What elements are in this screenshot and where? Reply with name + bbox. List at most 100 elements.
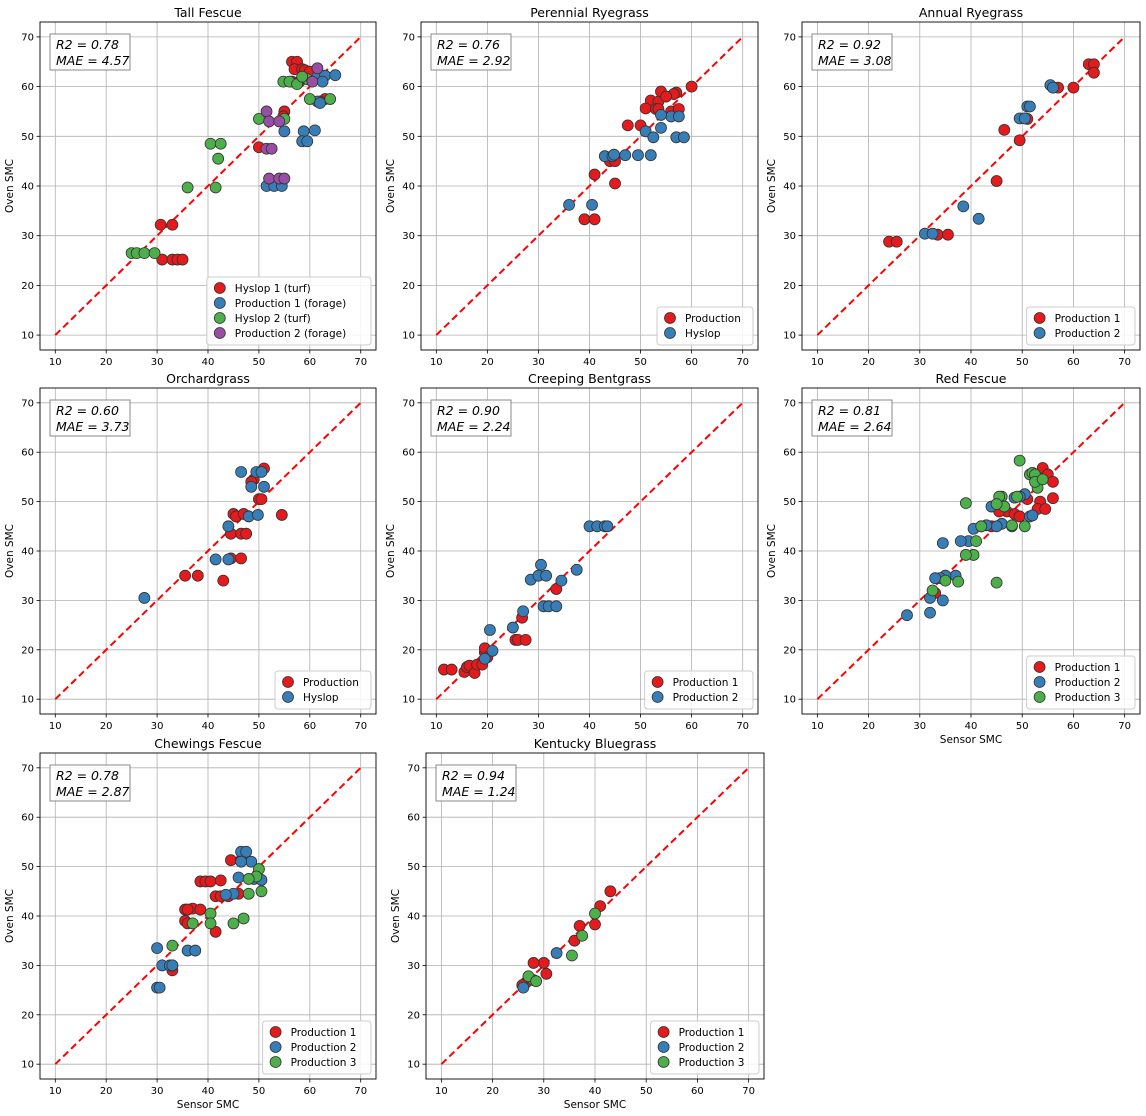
series-production-2-forage-: [260, 62, 324, 185]
legend-marker: [282, 691, 294, 703]
x-tick-label: 70: [1118, 721, 1131, 732]
data-point: [235, 466, 247, 478]
legend-frame: [644, 670, 754, 710]
r2-label: R2 = 0.90: [437, 403, 500, 418]
data-point: [237, 912, 250, 925]
legend-marker: [1033, 691, 1046, 703]
data-point: [672, 110, 685, 123]
subplot-title: Tall Fescue: [173, 5, 242, 20]
data-point: [151, 942, 163, 955]
axes-frame: [801, 21, 1141, 351]
y-tick-label: 10: [407, 1060, 420, 1071]
axes-frame: [39, 21, 377, 351]
axes-frame: [420, 21, 759, 351]
y-tick-label: 20: [21, 281, 34, 292]
data-point: [890, 235, 903, 248]
x-tick-label: 60: [1067, 357, 1080, 368]
y-tick-label: 60: [407, 813, 420, 824]
data-point: [1018, 520, 1031, 533]
subplot-tall-fescue: 10 20 30 40 50 60 70 10 20 30 40 50 60 70 Tall Fescue O…: [4, 5, 377, 368]
x-tick-label: 20: [481, 357, 494, 368]
data-point: [306, 75, 319, 88]
y-axis-label: Oven SMC: [766, 524, 778, 578]
x-tick-label: 70: [736, 357, 749, 368]
axes-frame: [420, 387, 759, 715]
x-tick-label: 50: [1016, 721, 1029, 732]
x-tick-label: 10: [49, 1086, 62, 1097]
y-tick-label: 40: [21, 912, 34, 923]
x-tick-label: 10: [49, 721, 62, 732]
mae-label: MAE = 3.73: [56, 419, 130, 434]
x-tick-label: 60: [303, 721, 316, 732]
legend-marker: [1033, 676, 1046, 688]
legend-marker: [1033, 661, 1046, 673]
data-point: [311, 62, 324, 75]
y-tick-label: 70: [783, 398, 796, 409]
y-tick-label: 20: [407, 1010, 420, 1021]
data-point: [191, 569, 204, 582]
y-tick-label: 30: [402, 231, 415, 242]
y-tick-label: 20: [402, 645, 415, 656]
legend-label: Production 2 (forage): [235, 328, 346, 340]
y-tick-label: 50: [783, 132, 796, 143]
data-point: [644, 149, 657, 162]
series-production-1-forage-: [260, 69, 342, 192]
x-tick-label: 30: [537, 1086, 550, 1097]
data-point: [222, 553, 235, 566]
data-point: [959, 549, 972, 561]
subplot-title: Annual Ryegrass: [919, 5, 1023, 20]
legend-frame: [650, 1020, 760, 1075]
data-point: [601, 520, 614, 533]
data-point: [563, 198, 575, 211]
data-point: [260, 105, 273, 118]
data-point: [212, 152, 225, 165]
x-tick-label: 70: [736, 721, 749, 732]
legend: Production Hyslop: [656, 306, 754, 346]
x-tick-label: 20: [862, 721, 875, 732]
y-axis-label: Oven SMC: [4, 889, 16, 943]
legend-label: Production 1: [679, 1027, 745, 1039]
data-point: [445, 663, 458, 676]
data-point: [573, 919, 586, 932]
subplot-title: Kentucky Bluegrass: [534, 736, 656, 751]
data-point: [209, 181, 222, 194]
data-point: [527, 957, 540, 969]
x-tick-label: 10: [811, 721, 824, 732]
data-point: [537, 957, 550, 969]
y-tick-label: 20: [402, 281, 415, 292]
data-point: [519, 634, 532, 646]
x-tick-label: 40: [965, 357, 978, 368]
y-tick-label: 10: [21, 331, 34, 342]
y-tick-label: 50: [402, 132, 415, 143]
data-point: [227, 917, 240, 930]
legend: Production 1 Production 2 Production 3: [650, 1020, 760, 1075]
data-point: [540, 967, 553, 980]
data-point: [255, 493, 268, 506]
subplot-title: Orchardgrass: [166, 371, 250, 386]
legend-marker: [664, 312, 676, 324]
y-tick-label: 70: [402, 32, 415, 43]
data-point: [235, 552, 247, 565]
data-point: [194, 903, 207, 916]
legend-marker: [269, 1041, 282, 1053]
subplot-chewings-fescue: 10 20 30 40 50 60 70 10 20 30 40 50 60 70 Chewings Fes…: [4, 736, 377, 1111]
legend-label: Production 2: [679, 1042, 745, 1054]
data-point: [153, 981, 166, 994]
data-point: [265, 142, 278, 155]
legend-frame: [1026, 306, 1136, 346]
x-tick-label: 20: [481, 721, 494, 732]
data-point: [1047, 475, 1059, 488]
x-axis-label: Sensor SMC: [177, 1099, 239, 1111]
mae-label: MAE = 4.57: [56, 53, 130, 68]
data-point: [555, 574, 568, 587]
legend-label: Hyslop 1 (turf): [235, 283, 311, 295]
x-tick-label: 40: [202, 721, 215, 732]
x-tick-label: 30: [151, 1086, 164, 1097]
series-production-1: [438, 583, 563, 679]
subplot-creeping-bentgrass: 10 20 30 40 50 60 70 10 20 30 40 50 60 70 Creeping Ben…: [385, 371, 759, 732]
x-tick-label: 50: [253, 721, 266, 732]
y-tick-label: 30: [783, 231, 796, 242]
y-axis-label: Oven SMC: [4, 159, 16, 213]
y-tick-label: 70: [21, 763, 34, 774]
data-point: [609, 177, 621, 190]
